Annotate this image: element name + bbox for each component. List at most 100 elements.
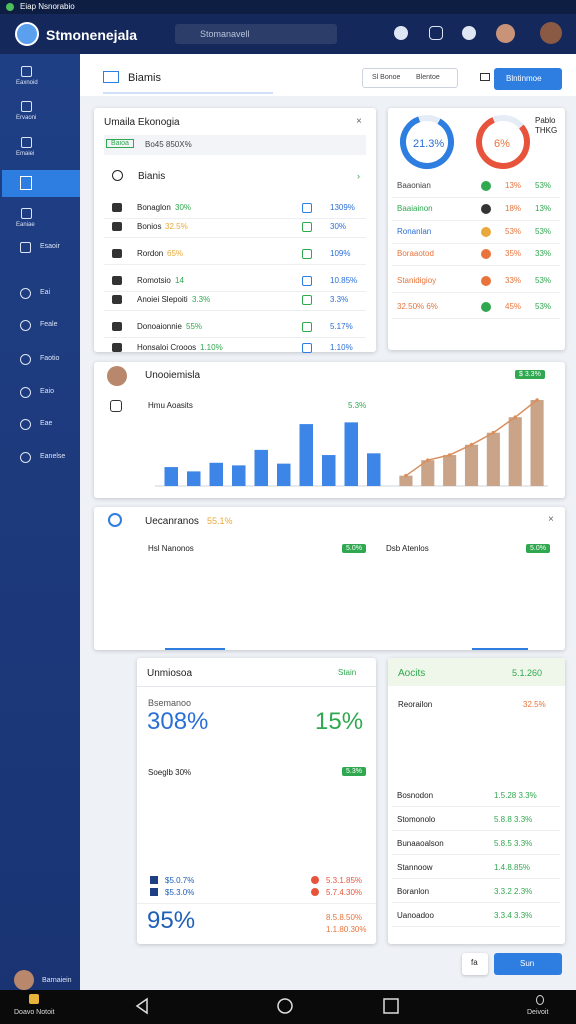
icon	[112, 170, 123, 181]
row-value: 1.5.28 3.3%	[494, 791, 537, 800]
badge: 5.3%	[342, 767, 366, 776]
divider	[392, 926, 560, 927]
row-label: Bosnodon	[397, 791, 434, 800]
bar	[464, 444, 479, 486]
row-label: Honsaloi Crooos	[137, 343, 197, 352]
search-box[interactable]	[175, 24, 337, 44]
divider	[392, 830, 560, 831]
row-label: Stanidigioy	[397, 276, 437, 285]
row-icon	[112, 203, 122, 212]
nav-buttons[interactable]	[130, 997, 430, 1017]
sidebar-icon	[20, 419, 31, 430]
divider	[104, 337, 366, 338]
row-value: 53%	[535, 276, 552, 285]
sidebar-label: Eanelse	[40, 453, 66, 460]
line-point	[535, 398, 539, 402]
nav-icon	[29, 994, 39, 1004]
icon[interactable]	[394, 26, 408, 40]
badge: $ 3.3%	[515, 370, 545, 379]
button[interactable]: Blentoe	[416, 74, 440, 81]
divider	[392, 265, 560, 266]
row-label: Boraaotod	[397, 249, 434, 258]
sidebar-icon	[21, 101, 32, 112]
row-value: 53%	[535, 302, 552, 311]
underline	[103, 92, 273, 94]
button-group[interactable]	[362, 68, 458, 88]
row-label: Rordon	[137, 249, 164, 258]
row-value: 33%	[505, 276, 522, 285]
primary-button[interactable]	[494, 68, 562, 90]
toolbar-title: Biamis	[128, 72, 162, 84]
sidebar-label: Eaxnoid	[16, 80, 38, 86]
icon[interactable]	[480, 73, 490, 81]
sidebar-label: Eaio	[40, 388, 55, 395]
status-bar	[0, 0, 576, 14]
sidebar-active[interactable]	[2, 170, 80, 197]
sidebar-label: Emaiei	[16, 151, 35, 157]
icon	[110, 400, 122, 412]
button[interactable]: Sl Bonoe	[372, 74, 401, 81]
row-icon	[481, 302, 491, 312]
float-button[interactable]	[462, 953, 488, 975]
line-point	[491, 430, 496, 435]
user-avatar[interactable]	[14, 970, 34, 990]
divider	[392, 292, 560, 293]
row-value: 3.3.4 3.3%	[494, 911, 533, 920]
big-value: 308%	[147, 708, 209, 735]
logo[interactable]	[15, 22, 39, 46]
row-value: 45%	[505, 302, 522, 311]
bar	[299, 424, 313, 486]
bar	[277, 463, 291, 486]
bar	[322, 455, 336, 486]
big-value: 15%	[315, 708, 364, 735]
sidebar-icon	[21, 66, 32, 77]
card	[94, 507, 565, 650]
nav-label: Deivoit	[527, 1009, 549, 1016]
row-icon	[311, 888, 319, 896]
row-label: Ronanlan	[397, 227, 432, 236]
card-title: Unmiosoa	[147, 668, 193, 679]
sidebar-label: Ervaoni	[16, 115, 37, 121]
icon[interactable]	[462, 26, 476, 40]
float-button[interactable]	[494, 953, 562, 975]
avatar[interactable]	[496, 24, 515, 43]
label: Pablo	[535, 116, 556, 125]
row-value: 35%	[505, 249, 522, 258]
row-value: 32.5%	[165, 222, 188, 231]
search-text: Stomanavell	[200, 29, 250, 39]
bar	[530, 400, 544, 486]
icon[interactable]	[429, 26, 443, 40]
row-value: 1.4.8.85%	[494, 863, 531, 872]
row-icon	[311, 876, 319, 884]
arrow[interactable]: ›	[357, 171, 360, 181]
divider	[392, 878, 560, 879]
row-label: Baaiainon	[397, 204, 433, 213]
row-icon	[481, 276, 491, 286]
row-icon	[481, 227, 491, 237]
row-value: 65%	[167, 249, 184, 258]
row-left: $5.3.0%	[165, 888, 195, 897]
row-icon	[150, 888, 158, 896]
row-label: Anoiei Slepoiti	[137, 295, 188, 304]
close[interactable]: ×	[548, 514, 554, 525]
sidebar-icon	[21, 137, 32, 148]
nav-bar	[0, 990, 576, 1024]
divider	[104, 237, 366, 238]
big-value: 95%	[147, 907, 196, 934]
action[interactable]: Stain	[338, 668, 357, 677]
row-right: 5.7.4.30%	[326, 888, 363, 897]
row-icon	[112, 343, 122, 352]
row-icon	[481, 204, 491, 214]
primary-label: Blntinmoe	[506, 74, 542, 83]
chart-title: Hsl Nanonos	[148, 544, 194, 553]
row-value: 1.10%	[200, 343, 223, 352]
toolbar	[80, 54, 576, 96]
row-right: 5.17%	[330, 322, 353, 331]
row-icon	[302, 222, 312, 232]
donut-label: 21.3%	[413, 138, 445, 150]
row-label: Baaonian	[397, 181, 431, 190]
close[interactable]: ×	[356, 116, 362, 127]
avatar[interactable]	[540, 22, 562, 44]
row-right: 3.3%	[330, 295, 349, 304]
subtitle: Bsemanoo	[148, 698, 192, 708]
